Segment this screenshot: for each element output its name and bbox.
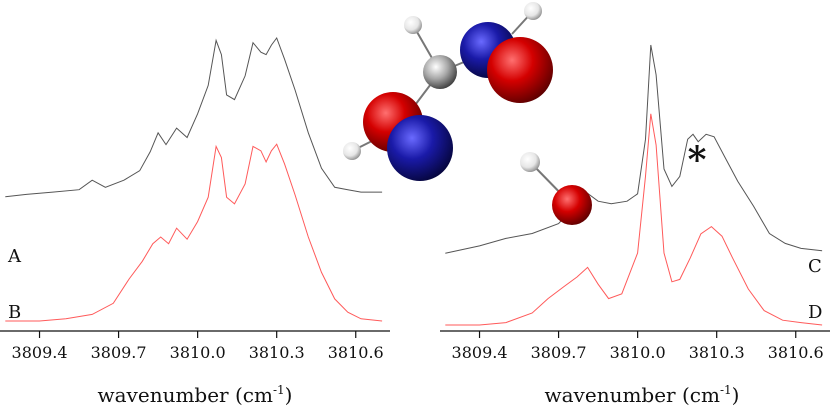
x-axis-title-close: ) bbox=[285, 383, 293, 407]
x-axis-title-text: wavenumber (cm bbox=[98, 383, 273, 407]
x-tick-label: 3809.4 bbox=[12, 343, 68, 362]
x-tick-label: 3810.6 bbox=[328, 343, 384, 362]
trace-label-c: C bbox=[808, 256, 822, 277]
x-tick-label: 3809.7 bbox=[531, 343, 587, 362]
hydrogen-atom bbox=[520, 152, 540, 172]
x-ticks-right: 3809.4 3809.7 3810.0 3810.3 3810.6 bbox=[452, 331, 824, 362]
x-tick-label: 3810.3 bbox=[249, 343, 305, 362]
carbon-atom bbox=[423, 55, 457, 89]
hydrogen-atom bbox=[404, 16, 422, 34]
x-axis-title-left: wavenumber (cm-1) bbox=[98, 383, 293, 407]
oxygen-atom bbox=[552, 185, 592, 225]
spectrum-trace-a bbox=[5, 36, 383, 198]
x-ticks-left: 3809.4 3809.7 3810.0 3810.3 3810.6 bbox=[12, 331, 384, 362]
spectrum-trace-d bbox=[445, 113, 823, 326]
trace-label-b: B bbox=[8, 302, 21, 323]
x-tick-label: 3810.0 bbox=[610, 343, 666, 362]
x-tick-label: 3810.6 bbox=[768, 343, 824, 362]
spectrum-trace-b bbox=[5, 143, 383, 322]
peak-annotation-star: * bbox=[688, 139, 707, 181]
trace-label-a: A bbox=[7, 246, 22, 267]
x-tick-label: 3810.3 bbox=[689, 343, 745, 362]
oxygen-atom bbox=[487, 37, 553, 103]
hydrogen-atom bbox=[524, 2, 542, 20]
x-tick-label: 3809.4 bbox=[452, 343, 508, 362]
traces-left bbox=[5, 36, 383, 322]
trace-label-d: D bbox=[808, 302, 822, 323]
x-axis-title-right: wavenumber (cm-1) bbox=[545, 383, 740, 407]
x-axis-title-unit-superscript: -1 bbox=[273, 383, 285, 397]
x-tick-label: 3809.7 bbox=[91, 343, 147, 362]
x-axis-title-unit-superscript: -1 bbox=[720, 383, 732, 397]
x-axis-title-text: wavenumber (cm bbox=[545, 383, 720, 407]
spectrum-panel-right: 3809.4 3809.7 3810.0 3810.3 3810.6 C D * wav… bbox=[440, 44, 830, 407]
x-axis-title-close: ) bbox=[732, 383, 740, 407]
hydrogen-atom bbox=[343, 142, 361, 160]
blue-atom bbox=[387, 115, 453, 181]
molecule-ball-model-icon bbox=[343, 2, 592, 225]
x-tick-label: 3810.0 bbox=[170, 343, 226, 362]
spectrum-panel-left: 3809.4 3809.7 3810.0 3810.3 3810.6 A B waven… bbox=[0, 36, 390, 407]
